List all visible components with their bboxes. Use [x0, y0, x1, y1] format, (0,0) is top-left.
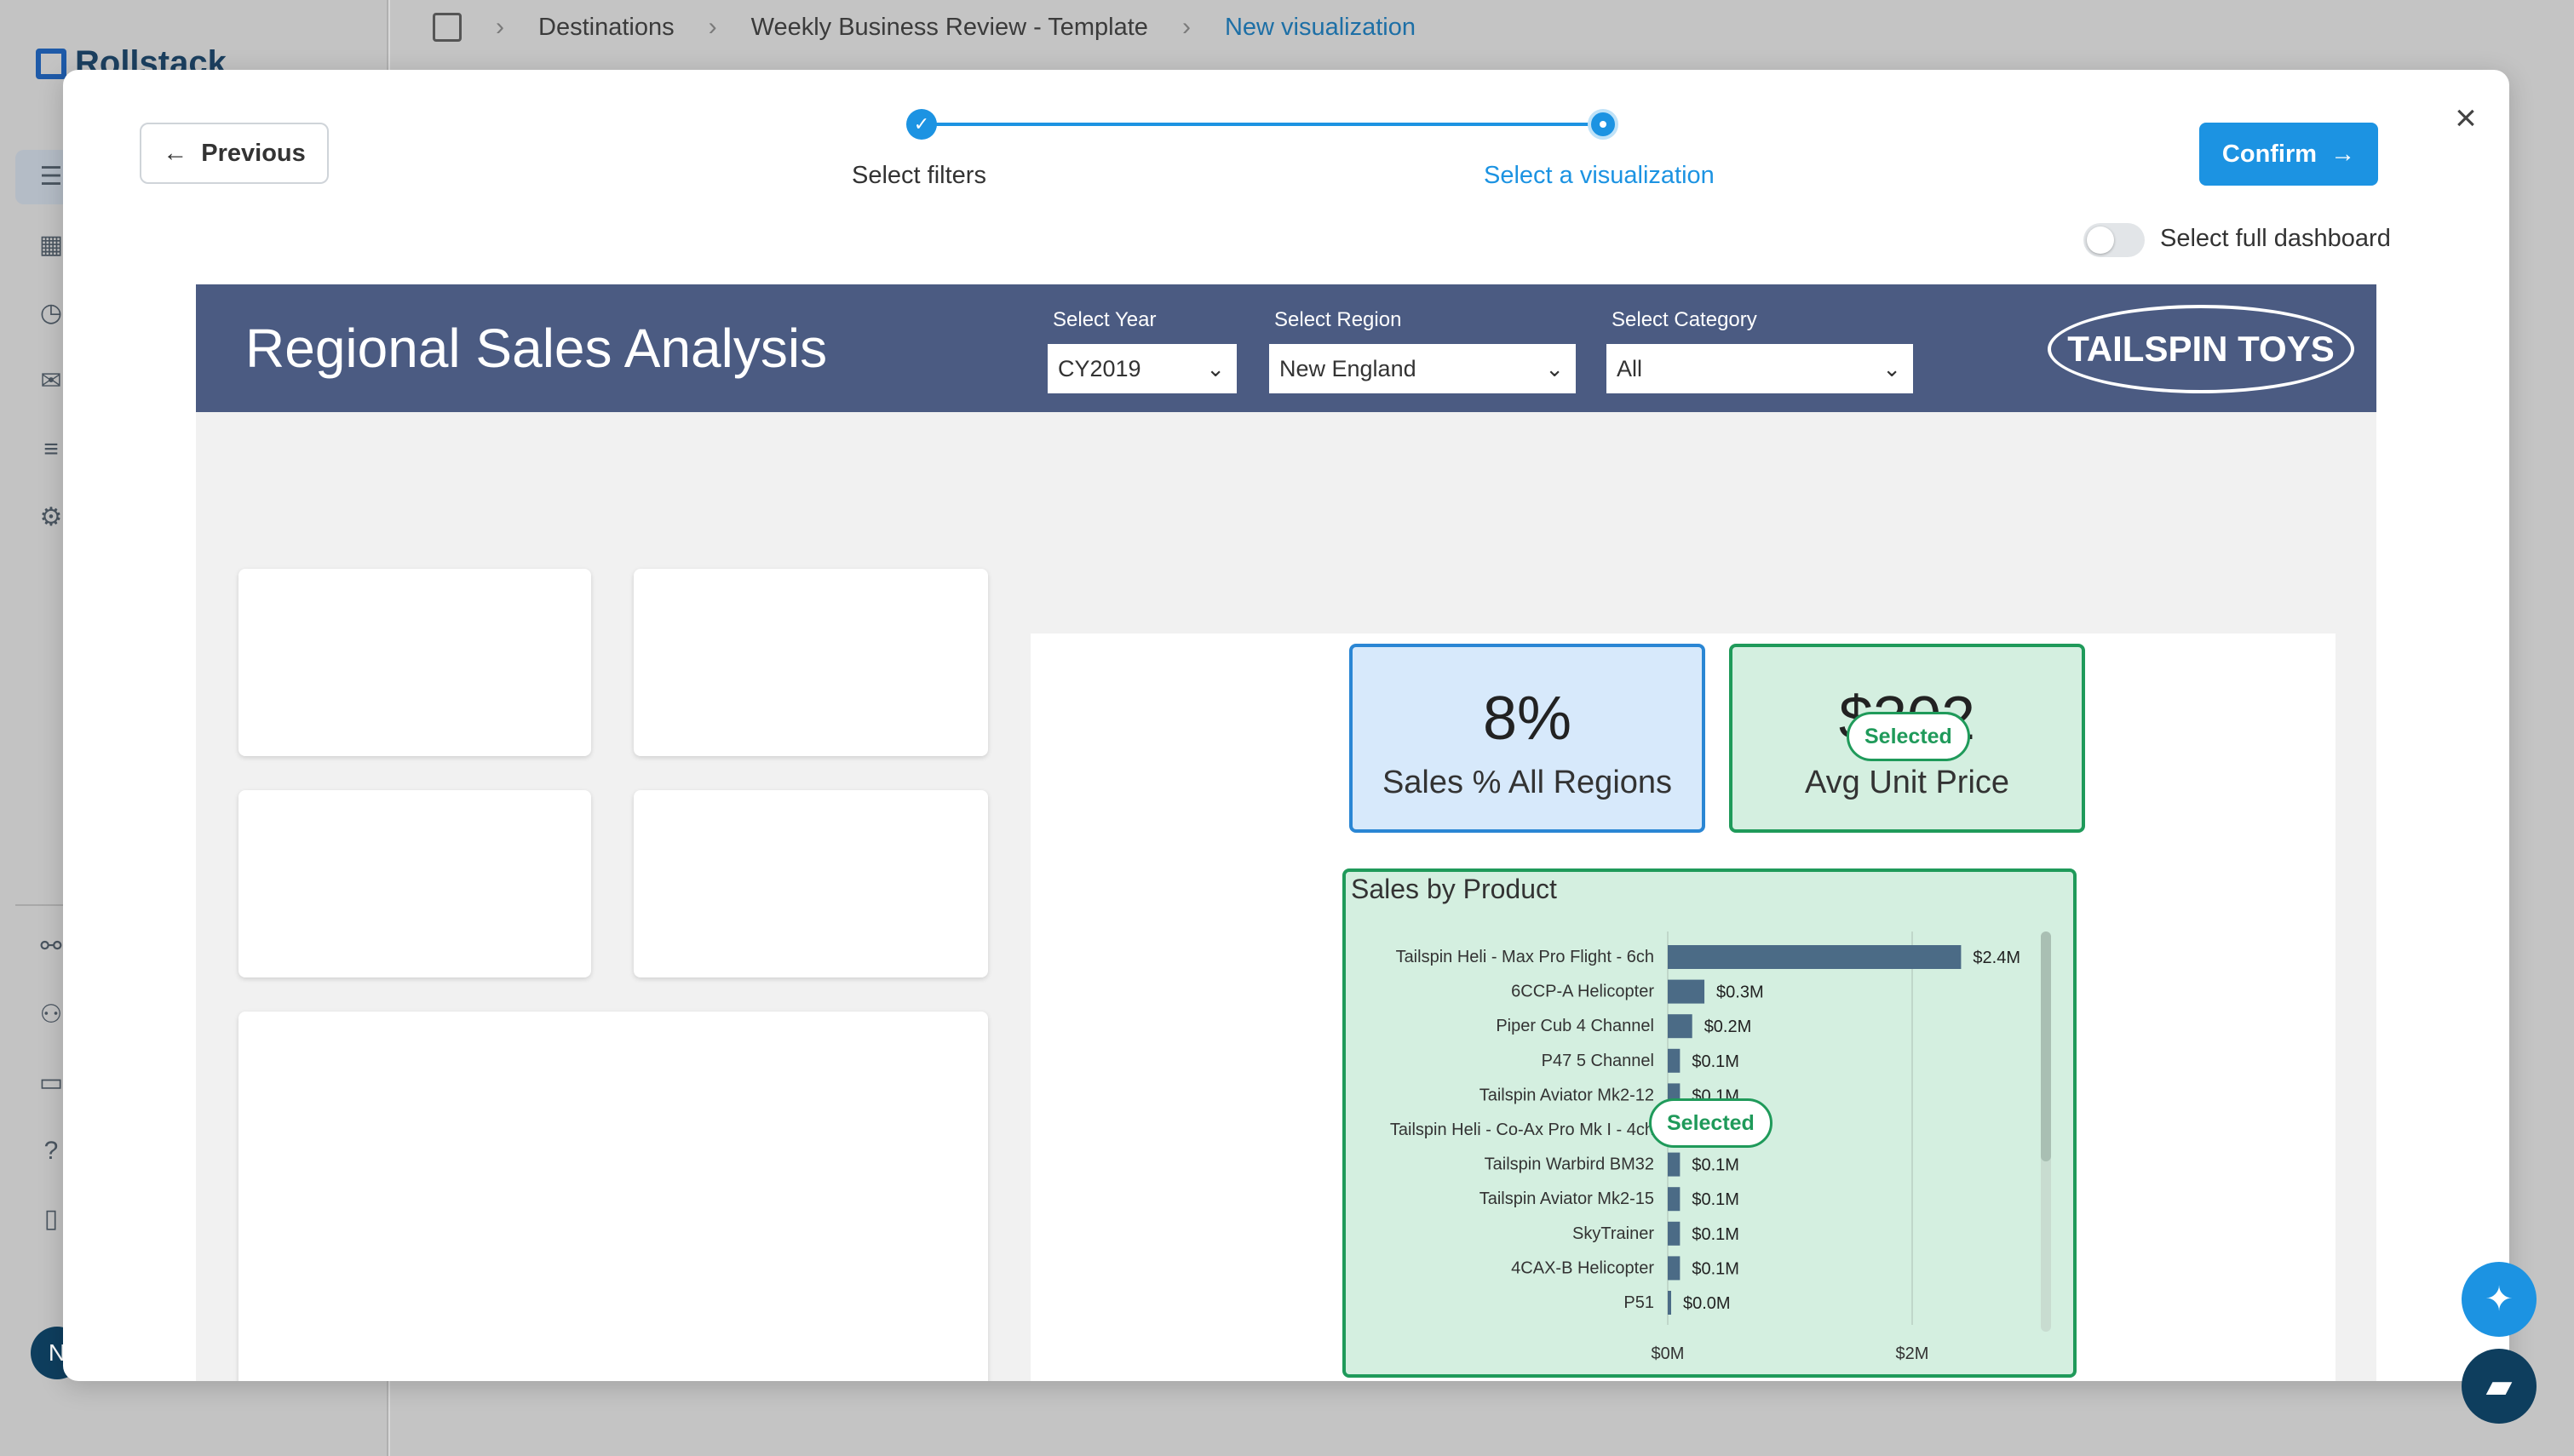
filter-region-label: Select Region: [1274, 308, 1402, 331]
chart-bar: [1668, 945, 1962, 969]
chart-bar: [1668, 1048, 1681, 1073]
placeholder-card[interactable]: [634, 569, 988, 756]
data-label: $0.1M: [1692, 1259, 1739, 1278]
data-label: $0.2M: [1704, 1017, 1752, 1036]
category-label: Tailspin Heli - Max Pro Flight - 6ch: [1396, 948, 1654, 966]
dashboard-preview: Regional Sales Analysis Select Year CY20…: [196, 284, 2376, 1381]
previous-button-label: Previous: [201, 139, 306, 167]
filter-year-value: CY2019: [1058, 356, 1141, 381]
chevron-down-icon: ⌄: [1882, 356, 1901, 381]
chevron-down-icon: ⌄: [1206, 356, 1225, 381]
chevron-right-icon: ›: [708, 13, 717, 41]
reports-icon[interactable]: ☰: [39, 163, 63, 191]
filter-year-label: Select Year: [1053, 308, 1157, 331]
filter-region-select[interactable]: New England ⌄: [1269, 344, 1576, 393]
data-label: $0.1M: [1692, 1052, 1739, 1071]
filter-category-select[interactable]: All ⌄: [1606, 344, 1913, 393]
placeholder-card[interactable]: [238, 569, 591, 756]
data-label: $0.1M: [1692, 1225, 1739, 1244]
mail-icon[interactable]: ✉: [40, 367, 62, 395]
dashboard-title: Regional Sales Analysis: [245, 318, 828, 379]
kpi-avg-unit-price-label: Avg Unit Price: [1804, 765, 2010, 800]
x-tick-label: $0M: [1652, 1344, 1685, 1363]
select-full-dashboard-toggle[interactable]: [2083, 223, 2145, 257]
placeholder-card-large[interactable]: [238, 1012, 988, 1381]
filter-category-value: All: [1617, 356, 1643, 381]
data-label: $0.1M: [1692, 1156, 1739, 1175]
filter-region-value: New England: [1279, 356, 1416, 381]
chevron-right-icon: ›: [1181, 13, 1191, 41]
step-current-dot-icon: [1588, 109, 1618, 140]
placeholder-card[interactable]: [634, 790, 988, 977]
chart-title: Sales by Product: [1351, 874, 1557, 904]
chevron-down-icon: ⌄: [1545, 356, 1564, 381]
integrations-icon[interactable]: ⚯: [40, 932, 62, 960]
step-select-visualization: Select a visualization: [1484, 162, 1715, 189]
confirm-button[interactable]: Confirm →: [2199, 123, 2378, 186]
category-label: Tailspin Aviator Mk2-12: [1479, 1086, 1654, 1104]
visualization-modal: ← Previous ✓ Select filters Select a vis…: [63, 70, 2509, 1381]
chart-bar: [1668, 1014, 1692, 1039]
home-icon[interactable]: [433, 13, 462, 42]
grid-icon[interactable]: ▦: [38, 231, 64, 259]
arrow-left-icon: ←: [163, 139, 188, 167]
breadcrumb-destinations[interactable]: Destinations: [538, 13, 675, 41]
data-label: $0.0M: [1683, 1294, 1731, 1313]
data-label: $2.4M: [1973, 949, 2020, 967]
chat-button[interactable]: ▰: [2462, 1349, 2537, 1424]
help-icon[interactable]: ?: [43, 1137, 59, 1165]
breadcrumb-template[interactable]: Weekly Business Review - Template: [750, 13, 1148, 41]
category-label: 4CAX-B Helicopter: [1511, 1258, 1654, 1277]
category-label: Piper Cub 4 Channel: [1496, 1017, 1654, 1035]
category-label: Tailspin Aviator Mk2-15: [1479, 1189, 1654, 1208]
breadcrumb: › Destinations › Weekly Business Review …: [433, 10, 1416, 44]
selected-badge: Selected: [1847, 712, 1970, 761]
clock-icon[interactable]: ◷: [39, 299, 63, 327]
kpi-sales-pct-value: 8%: [1482, 685, 1572, 753]
category-label: P47 5 Channel: [1542, 1052, 1654, 1070]
selected-badge: Selected: [1649, 1098, 1772, 1148]
chart-scrollbar[interactable]: [2041, 931, 2051, 1332]
category-label: Tailspin Warbird BM32: [1485, 1155, 1654, 1174]
ai-assistant-button[interactable]: ✦: [2462, 1262, 2537, 1337]
category-label: Tailspin Heli - Co-Ax Pro Mk I - 4ch: [1390, 1121, 1654, 1139]
book-icon[interactable]: ▭: [38, 1069, 64, 1097]
chart-bar: [1668, 1291, 1671, 1315]
filter-year-select[interactable]: CY2019 ⌄: [1048, 344, 1237, 393]
filter-category-label: Select Category: [1612, 308, 1757, 331]
chart-bar: [1668, 979, 1705, 1004]
toggle-label: Select full dashboard: [2160, 225, 2391, 252]
database-icon[interactable]: ≡: [43, 435, 59, 463]
chart-bar: [1668, 1152, 1681, 1177]
chart-bar: [1668, 1221, 1681, 1246]
placeholder-card[interactable]: [238, 790, 591, 977]
category-label: P51: [1623, 1293, 1654, 1312]
stepper-line: [923, 123, 1605, 126]
breadcrumb-current: New visualization: [1224, 13, 1416, 41]
clipboard-icon[interactable]: ▯: [43, 1205, 59, 1233]
logo-mark-icon: [36, 48, 66, 79]
arrow-right-icon: →: [2330, 140, 2356, 168]
confirm-button-label: Confirm: [2221, 140, 2318, 168]
chart-bar: [1668, 1256, 1681, 1281]
kpi-sales-pct-card[interactable]: 8% Sales % All Regions: [1349, 644, 1705, 833]
chart-bar: [1668, 1187, 1681, 1212]
tailspin-toys-logo: TAILSPIN TOYS: [2048, 305, 2354, 393]
chat-bubble-icon: ▰: [2485, 1367, 2513, 1405]
x-tick-label: $2M: [1896, 1344, 1929, 1363]
previous-button[interactable]: ← Previous: [140, 123, 329, 184]
data-label: $0.1M: [1692, 1190, 1739, 1209]
step-select-filters[interactable]: Select filters: [852, 162, 986, 189]
chevron-right-icon: ›: [496, 13, 504, 41]
gear-icon[interactable]: ⚙: [39, 503, 63, 531]
dashboard-header: Regional Sales Analysis Select Year CY20…: [196, 284, 2376, 412]
category-label: 6CCP-A Helicopter: [1511, 983, 1654, 1001]
category-label: SkyTrainer: [1572, 1224, 1654, 1243]
sparkle-icon: ✦: [2485, 1281, 2514, 1318]
step-complete-check-icon[interactable]: ✓: [906, 109, 937, 140]
kpi-sales-pct-label: Sales % All Regions: [1382, 765, 1673, 800]
data-label: $0.3M: [1716, 983, 1764, 1002]
users-icon[interactable]: ⚇: [39, 1000, 63, 1029]
close-icon[interactable]: ×: [2455, 97, 2477, 139]
